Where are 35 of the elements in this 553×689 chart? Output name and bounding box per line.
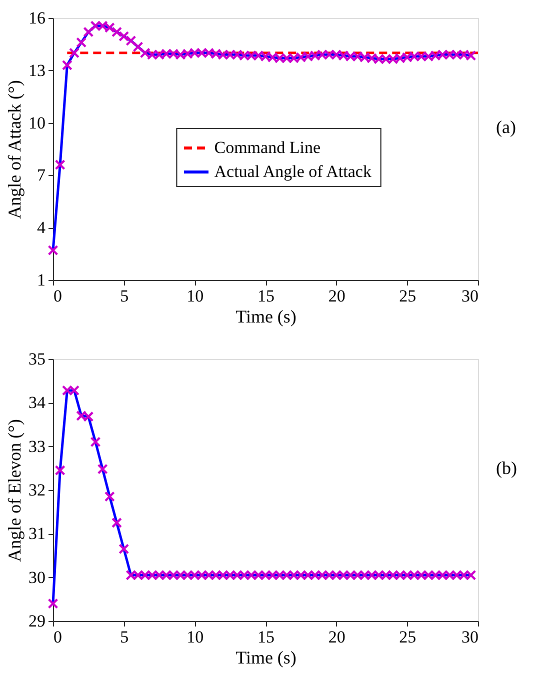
y-tick-label: 13 xyxy=(28,60,46,80)
legend-label: Actual Angle of Attack xyxy=(214,162,372,182)
x-tick-label: 30 xyxy=(462,286,478,306)
y-tick-label: 1 xyxy=(37,270,46,290)
x-tick-label: 0 xyxy=(54,286,62,306)
x-tick-label: 20 xyxy=(328,628,346,646)
y-tick-label: 31 xyxy=(28,524,46,544)
x-tick-label: 15 xyxy=(258,286,274,306)
x-tick-label: 30 xyxy=(462,628,478,646)
x-tick-label: 25 xyxy=(399,286,416,306)
x-tick-label: 5 xyxy=(120,286,129,306)
x-axis-title: Time (s) xyxy=(236,306,296,326)
y-axis-title: Angle of Attack (°) xyxy=(4,80,24,219)
y-tick-label: 29 xyxy=(28,612,46,630)
x-tick-label: 0 xyxy=(54,628,62,646)
y-tick-label: 16 xyxy=(28,8,46,28)
y-tick-label: 10 xyxy=(28,113,46,132)
text: (b) xyxy=(496,458,517,478)
x-tick-label: 10 xyxy=(186,286,204,306)
x-tick-label: 15 xyxy=(258,628,274,646)
x-tick-label: 25 xyxy=(399,628,416,646)
y-tick-label: 35 xyxy=(28,350,46,368)
x-tick-label: 10 xyxy=(186,628,204,646)
y-tick-label: 7 xyxy=(37,166,46,185)
legend-label: Command Line xyxy=(214,138,320,158)
x-tick-label: 5 xyxy=(120,628,129,646)
y-axis-title: Angle of Elevon (°) xyxy=(4,419,24,562)
y-tick-label: 33 xyxy=(28,436,46,456)
x-axis-title: Time (s) xyxy=(236,648,296,668)
y-tick-label: 30 xyxy=(28,568,46,587)
y-tick-label: 34 xyxy=(28,393,46,412)
y-tick-label: 32 xyxy=(28,480,46,500)
y-tick-label: 4 xyxy=(37,218,46,238)
x-tick-label: 20 xyxy=(328,286,346,306)
text: (a) xyxy=(496,117,516,138)
